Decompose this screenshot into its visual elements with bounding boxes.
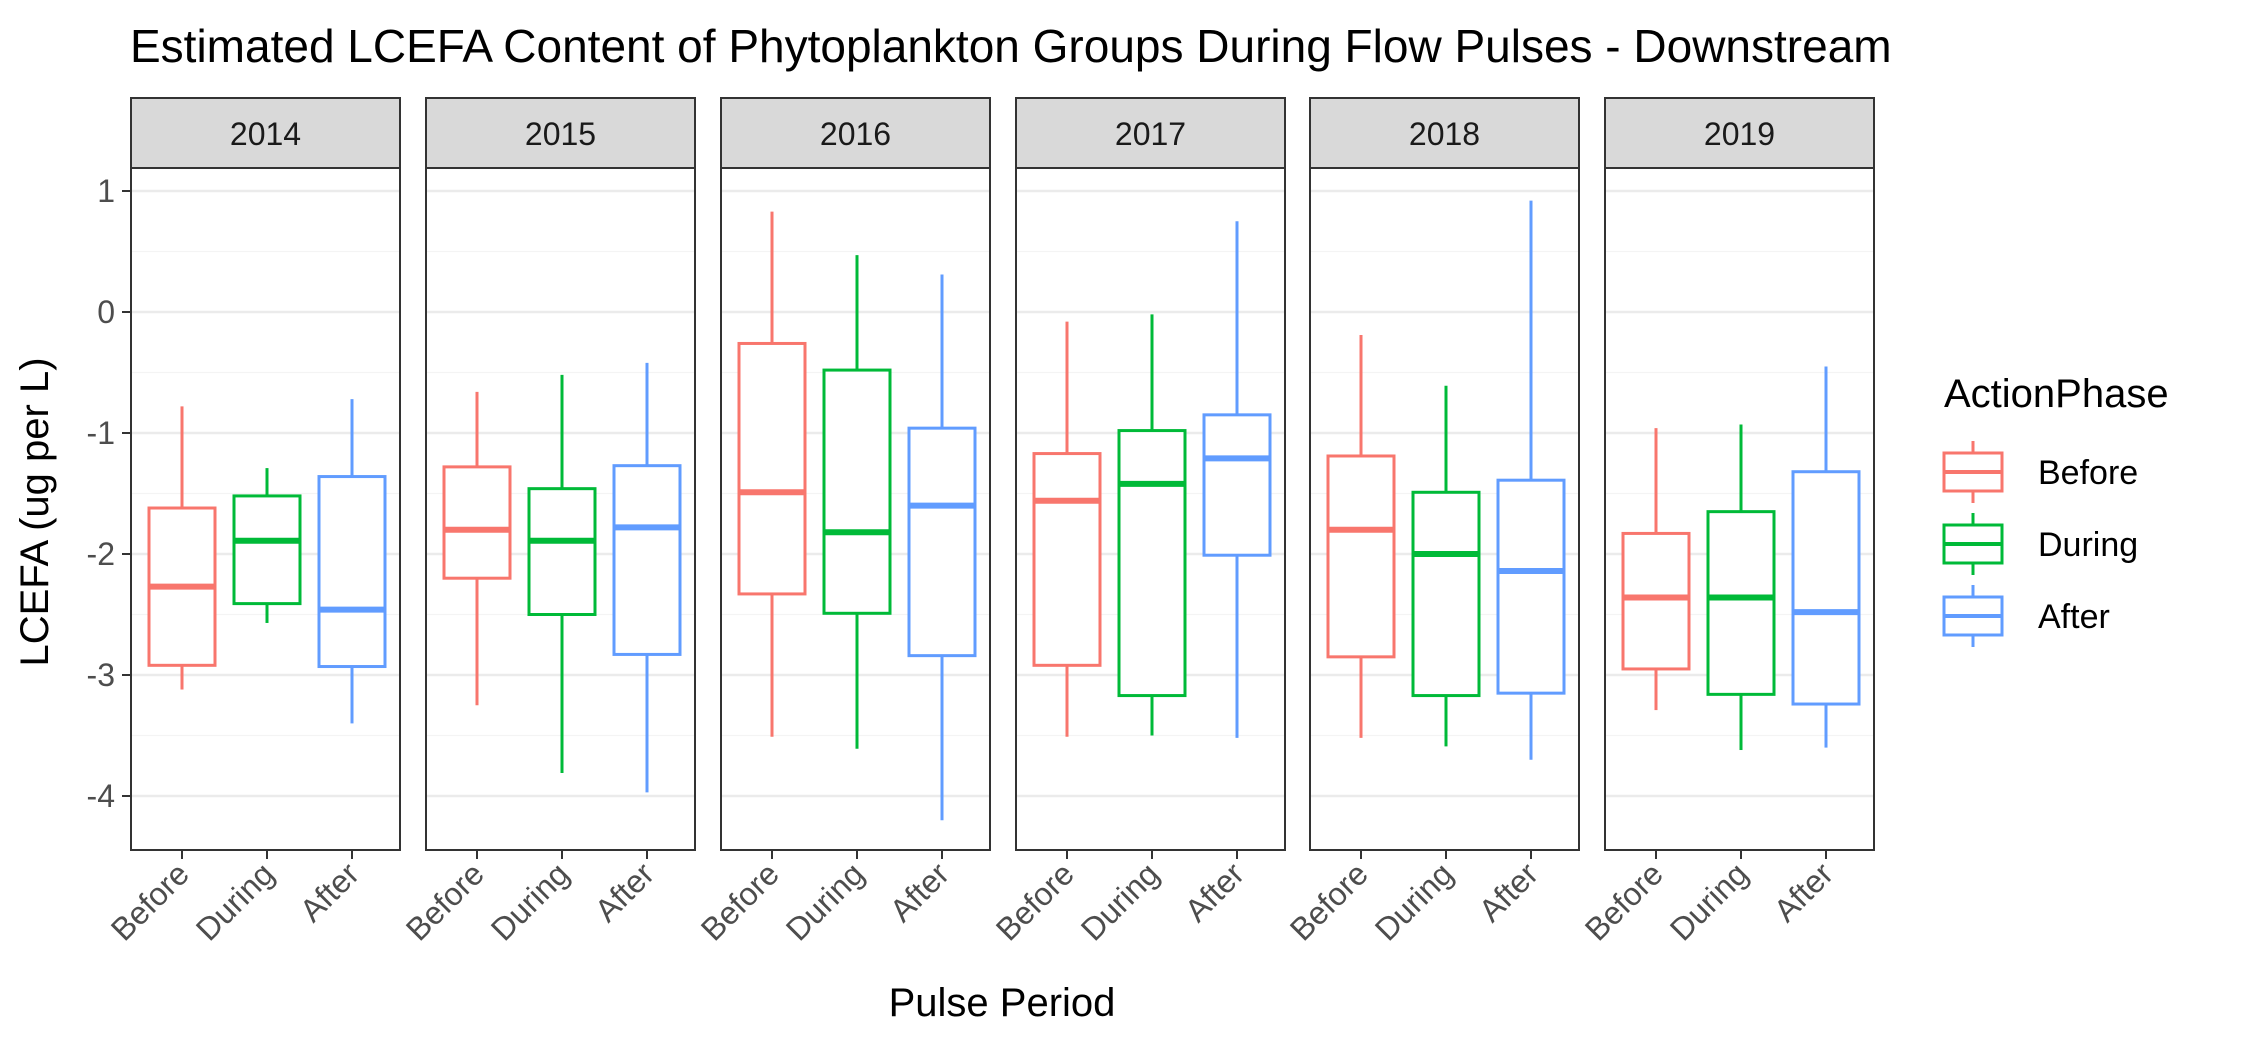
facet-strip-label: 2019 bbox=[1704, 116, 1775, 152]
x-tick-label: During bbox=[484, 855, 576, 947]
box-2016-during bbox=[822, 255, 892, 749]
x-tick-label: After bbox=[1767, 855, 1840, 928]
facet-strip-label: 2015 bbox=[525, 116, 596, 152]
x-tick-label: Before bbox=[1283, 855, 1375, 947]
x-tick-label: Before bbox=[1578, 855, 1670, 947]
box-iqr bbox=[612, 464, 682, 656]
box-iqr bbox=[1032, 452, 1102, 667]
x-tick-label: Before bbox=[104, 855, 196, 947]
chart-title: Estimated LCEFA Content of Phytoplankton… bbox=[130, 20, 1892, 72]
x-tick-label: Before bbox=[399, 855, 491, 947]
panel-border bbox=[1309, 167, 1580, 851]
legend-title: ActionPhase bbox=[1944, 372, 2169, 416]
box-2014-after bbox=[317, 399, 387, 724]
box-iqr bbox=[1411, 490, 1481, 698]
facet-strip-label: 2018 bbox=[1409, 116, 1480, 152]
box-2015-during bbox=[527, 374, 597, 774]
box-iqr bbox=[1117, 429, 1187, 698]
x-tick-label: During bbox=[779, 855, 871, 947]
x-tick-label: During bbox=[1663, 855, 1755, 947]
box-2015-after bbox=[612, 362, 682, 793]
box-iqr bbox=[907, 426, 977, 658]
x-tick-label: After bbox=[293, 855, 366, 928]
box-2019-after bbox=[1791, 366, 1861, 748]
x-tick-label: After bbox=[883, 855, 956, 928]
box-2015-before bbox=[442, 391, 512, 706]
box-iqr bbox=[822, 368, 892, 615]
x-axis-title: Pulse Period bbox=[889, 981, 1116, 1025]
box-2017-after bbox=[1202, 221, 1272, 738]
box-iqr bbox=[1326, 454, 1396, 659]
facet-strip bbox=[425, 97, 696, 169]
legend-item-label: During bbox=[2038, 526, 2138, 564]
box-iqr bbox=[317, 475, 387, 669]
legend: ActionPhase Before During After bbox=[1942, 372, 2169, 647]
panel-border bbox=[1604, 167, 1875, 851]
facet-strip bbox=[1309, 97, 1580, 169]
y-tick-label: -4 bbox=[87, 778, 115, 814]
x-tick-label: After bbox=[1178, 855, 1251, 928]
facet-strip-label: 2016 bbox=[820, 116, 891, 152]
y-tick-label: 0 bbox=[97, 294, 115, 330]
y-axis: 1 0 -1 -2 -3 -4 bbox=[87, 173, 131, 814]
box-2014-before bbox=[147, 406, 217, 690]
box-iqr bbox=[527, 487, 597, 616]
legend-item-after: After bbox=[1942, 585, 2110, 647]
y-tick-label: -1 bbox=[87, 415, 115, 451]
box-iqr bbox=[1496, 478, 1566, 695]
x-tick-label: During bbox=[1368, 855, 1460, 947]
x-tick-label: After bbox=[1472, 855, 1545, 928]
legend-item-label: Before bbox=[2038, 454, 2138, 492]
y-tick-label: -3 bbox=[87, 657, 115, 693]
box-iqr bbox=[1706, 510, 1776, 696]
facet-strip bbox=[1604, 97, 1875, 169]
x-tick-label: During bbox=[1074, 855, 1166, 947]
box-2019-during bbox=[1706, 424, 1776, 751]
panel-border bbox=[130, 167, 401, 851]
x-tick-label: Before bbox=[989, 855, 1081, 947]
box-2018-during bbox=[1411, 385, 1481, 747]
box-iqr bbox=[1791, 470, 1861, 706]
y-axis-title: LCEFA (ug per L) bbox=[13, 357, 57, 666]
x-tick-label: After bbox=[588, 855, 661, 928]
box-iqr bbox=[232, 494, 302, 606]
box-iqr bbox=[442, 465, 512, 580]
facet-strip bbox=[1015, 97, 1286, 169]
panel-border bbox=[720, 167, 991, 851]
box-2018-before bbox=[1326, 334, 1396, 738]
box-2017-before bbox=[1032, 321, 1102, 737]
legend-item-during: During bbox=[1942, 513, 2138, 575]
facet-strip bbox=[130, 97, 401, 169]
box-iqr bbox=[1621, 531, 1691, 671]
facet-strip-label: 2014 bbox=[230, 116, 301, 152]
legend-item-label: After bbox=[2038, 598, 2110, 636]
box-iqr bbox=[737, 341, 807, 596]
x-tick-label: Before bbox=[694, 855, 786, 947]
x-tick-label: During bbox=[189, 855, 281, 947]
box-2019-before bbox=[1621, 428, 1691, 711]
panel-border bbox=[1015, 167, 1286, 851]
box-iqr bbox=[1202, 413, 1272, 557]
box-2018-after bbox=[1496, 200, 1566, 760]
box-2016-after bbox=[907, 274, 977, 821]
box-2017-during bbox=[1117, 314, 1187, 736]
y-tick-label: -2 bbox=[87, 536, 115, 572]
legend-item-before: Before bbox=[1942, 441, 2138, 503]
y-tick-label: 1 bbox=[97, 173, 115, 209]
panel-border bbox=[425, 167, 696, 851]
facet-strip-label: 2017 bbox=[1115, 116, 1186, 152]
box-2014-during bbox=[232, 468, 302, 623]
box-2016-before bbox=[737, 211, 807, 737]
